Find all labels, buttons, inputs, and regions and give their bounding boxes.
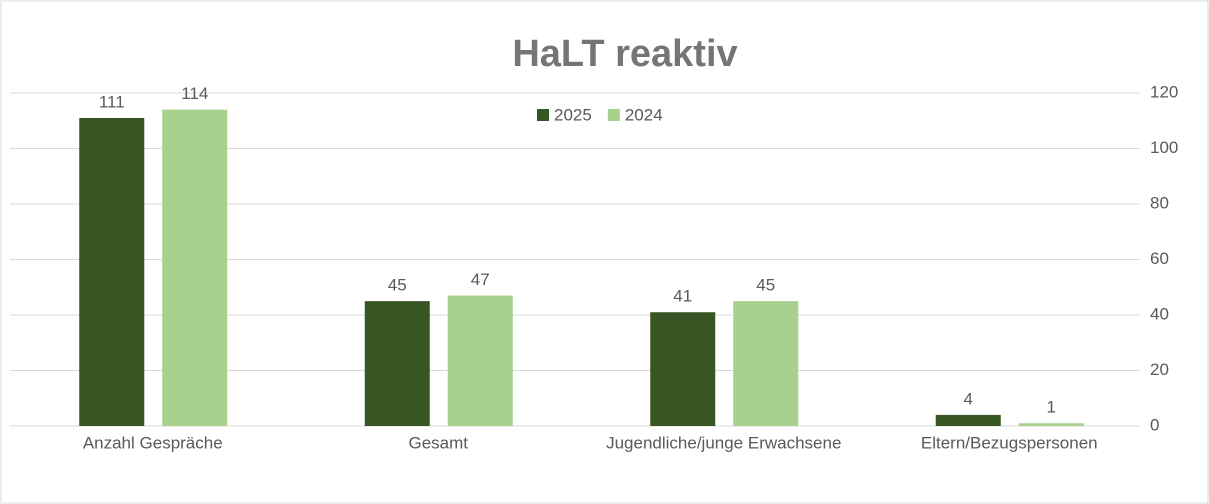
bar: [447, 295, 513, 426]
data-label: 1: [1047, 398, 1056, 417]
data-label: 114: [181, 84, 208, 103]
chart-title: HaLT reaktiv: [512, 33, 737, 75]
bar: [162, 109, 228, 427]
y-tick-label: 20: [1150, 360, 1169, 379]
bar: [650, 312, 716, 426]
x-tick-label: Eltern/Bezugspersonen: [921, 433, 1098, 452]
y-tick-label: 0: [1150, 415, 1159, 434]
y-tick-label: 120: [1150, 82, 1178, 101]
data-label: 45: [756, 276, 775, 295]
x-tick-label: Jugendliche/junge Erwachsene: [606, 433, 841, 452]
legend-label: 2024: [625, 105, 663, 124]
bar: [79, 117, 145, 426]
data-label: 45: [388, 276, 407, 295]
data-label: 47: [471, 270, 490, 289]
bar: [733, 301, 799, 426]
x-tick-label: Anzahl Gespräche: [83, 433, 223, 452]
bar: [935, 414, 1001, 426]
bar: [364, 301, 430, 426]
y-tick-label: 40: [1150, 304, 1169, 323]
y-tick-label: 60: [1150, 249, 1169, 268]
x-tick-label: Gesamt: [408, 433, 468, 452]
legend-swatch: [607, 109, 620, 121]
data-label: 41: [673, 287, 692, 306]
y-tick-label: 80: [1150, 193, 1169, 212]
y-tick-label: 100: [1150, 138, 1178, 157]
legend-label: 2025: [554, 105, 592, 124]
bar: [1018, 423, 1084, 426]
data-label: 111: [99, 92, 125, 111]
data-label: 4: [964, 389, 973, 408]
legend-swatch: [537, 109, 549, 121]
